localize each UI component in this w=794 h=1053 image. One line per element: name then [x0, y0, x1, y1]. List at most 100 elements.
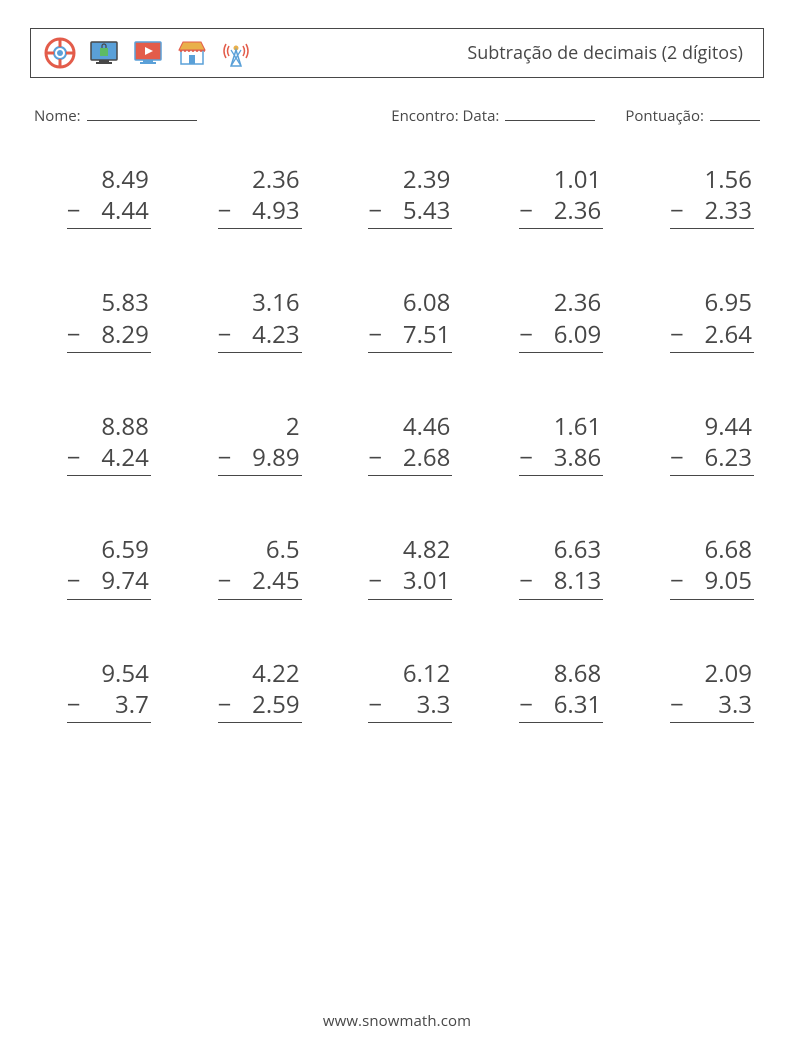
subtrahend-row: −8.13 [519, 565, 603, 599]
subtrahend: 8.29 [101, 319, 150, 350]
subtrahend-row: −9.74 [67, 565, 151, 599]
subtrahend: 2.64 [705, 319, 754, 350]
problem: 6.5−2.45 [191, 534, 302, 599]
minuend: 1.56 [705, 164, 754, 195]
subtrahend-row: −3.86 [519, 442, 603, 476]
problem: 2.36−4.93 [191, 164, 302, 229]
operator: − [519, 442, 533, 473]
problem: 2−9.89 [191, 411, 302, 476]
minuend: 5.83 [101, 287, 150, 318]
problem: 8.49−4.44 [40, 164, 151, 229]
minuend: 6.63 [554, 534, 603, 565]
problems-grid: 8.49−4.442.36−4.932.39−5.431.01−2.361.56… [30, 156, 764, 723]
monitor-play-icon [131, 36, 165, 70]
minuend: 2.09 [705, 658, 754, 689]
minuend: 2 [286, 411, 302, 442]
subtrahend-row: −6.09 [519, 319, 603, 353]
problem: 8.68−6.31 [492, 658, 603, 723]
subtrahend-row: −2.59 [218, 689, 302, 723]
subtrahend: 2.33 [705, 195, 754, 226]
problem: 1.56−2.33 [643, 164, 754, 229]
subtrahend-row: −8.29 [67, 319, 151, 353]
subtrahend: 4.23 [252, 319, 301, 350]
lifebuoy-icon [43, 36, 77, 70]
subtrahend: 3.7 [115, 689, 151, 720]
subtrahend: 2.36 [554, 195, 603, 226]
operator: − [218, 689, 232, 720]
subtrahend-row: −2.68 [368, 442, 452, 476]
subtrahend: 9.89 [252, 442, 301, 473]
score-blank[interactable] [710, 106, 760, 121]
problem: 6.63−8.13 [492, 534, 603, 599]
minuend: 8.68 [554, 658, 603, 689]
problem: 6.12−3.3 [342, 658, 453, 723]
operator: − [670, 195, 684, 226]
problem: 3.16−4.23 [191, 287, 302, 352]
subtrahend: 9.74 [101, 565, 150, 596]
operator: − [67, 565, 81, 596]
subtrahend-row: −6.31 [519, 689, 603, 723]
subtrahend: 2.45 [252, 565, 301, 596]
problem: 6.59−9.74 [40, 534, 151, 599]
problem: 1.61−3.86 [492, 411, 603, 476]
minuend: 8.88 [101, 411, 150, 442]
operator: − [519, 689, 533, 720]
subtrahend: 4.24 [101, 442, 150, 473]
subtrahend-row: −2.36 [519, 195, 603, 229]
operator: − [519, 195, 533, 226]
problem: 9.44−6.23 [643, 411, 754, 476]
operator: − [670, 565, 684, 596]
operator: − [368, 319, 382, 350]
minuend: 6.95 [705, 287, 754, 318]
problem: 6.68−9.05 [643, 534, 754, 599]
subtrahend: 3.3 [417, 689, 453, 720]
operator: − [368, 565, 382, 596]
problem: 4.22−2.59 [191, 658, 302, 723]
shop-icon [175, 36, 209, 70]
subtrahend: 6.23 [705, 442, 754, 473]
minuend: 9.44 [705, 411, 754, 442]
operator: − [67, 689, 81, 720]
subtrahend-row: − 3.7 [67, 689, 151, 723]
subtrahend-row: −4.44 [67, 195, 151, 229]
problem: 8.88−4.24 [40, 411, 151, 476]
operator: − [368, 442, 382, 473]
subtrahend-row: −6.23 [670, 442, 754, 476]
subtrahend: 3.01 [403, 565, 452, 596]
operator: − [67, 195, 81, 226]
score-label: Pontuação: [625, 106, 704, 126]
minuend: 2.39 [403, 164, 452, 195]
operator: − [218, 442, 232, 473]
worksheet-title: Subtração de decimais (2 dígitos) [467, 41, 751, 65]
subtrahend-row: −7.51 [368, 319, 452, 353]
subtrahend-row: −3.3 [670, 689, 754, 723]
problem: 4.82−3.01 [342, 534, 453, 599]
subtrahend-row: −4.24 [67, 442, 151, 476]
problem: 2.09−3.3 [643, 658, 754, 723]
subtrahend: 9.05 [705, 565, 754, 596]
subtrahend-row: −3.01 [368, 565, 452, 599]
minuend: 3.16 [252, 287, 301, 318]
subtrahend: 8.13 [554, 565, 603, 596]
subtrahend: 4.93 [252, 195, 301, 226]
subtrahend: 3.3 [718, 689, 754, 720]
minuend: 6.5 [266, 534, 302, 565]
subtrahend: 2.59 [252, 689, 301, 720]
subtrahend-row: −2.64 [670, 319, 754, 353]
subtrahend: 6.31 [554, 689, 603, 720]
name-blank[interactable] [87, 106, 197, 121]
minuend: 4.82 [403, 534, 452, 565]
operator: − [218, 195, 232, 226]
problem: 6.08−7.51 [342, 287, 453, 352]
minuend: 1.61 [554, 411, 603, 442]
minuend: 1.01 [554, 164, 603, 195]
operator: − [368, 689, 382, 720]
operator: − [368, 195, 382, 226]
minuend: 6.59 [101, 534, 150, 565]
date-label: Encontro: Data: [391, 106, 499, 126]
name-label: Nome: [34, 106, 81, 126]
subtrahend: 5.43 [403, 195, 452, 226]
operator: − [519, 565, 533, 596]
date-blank[interactable] [505, 106, 595, 121]
subtrahend-row: −9.89 [218, 442, 302, 476]
